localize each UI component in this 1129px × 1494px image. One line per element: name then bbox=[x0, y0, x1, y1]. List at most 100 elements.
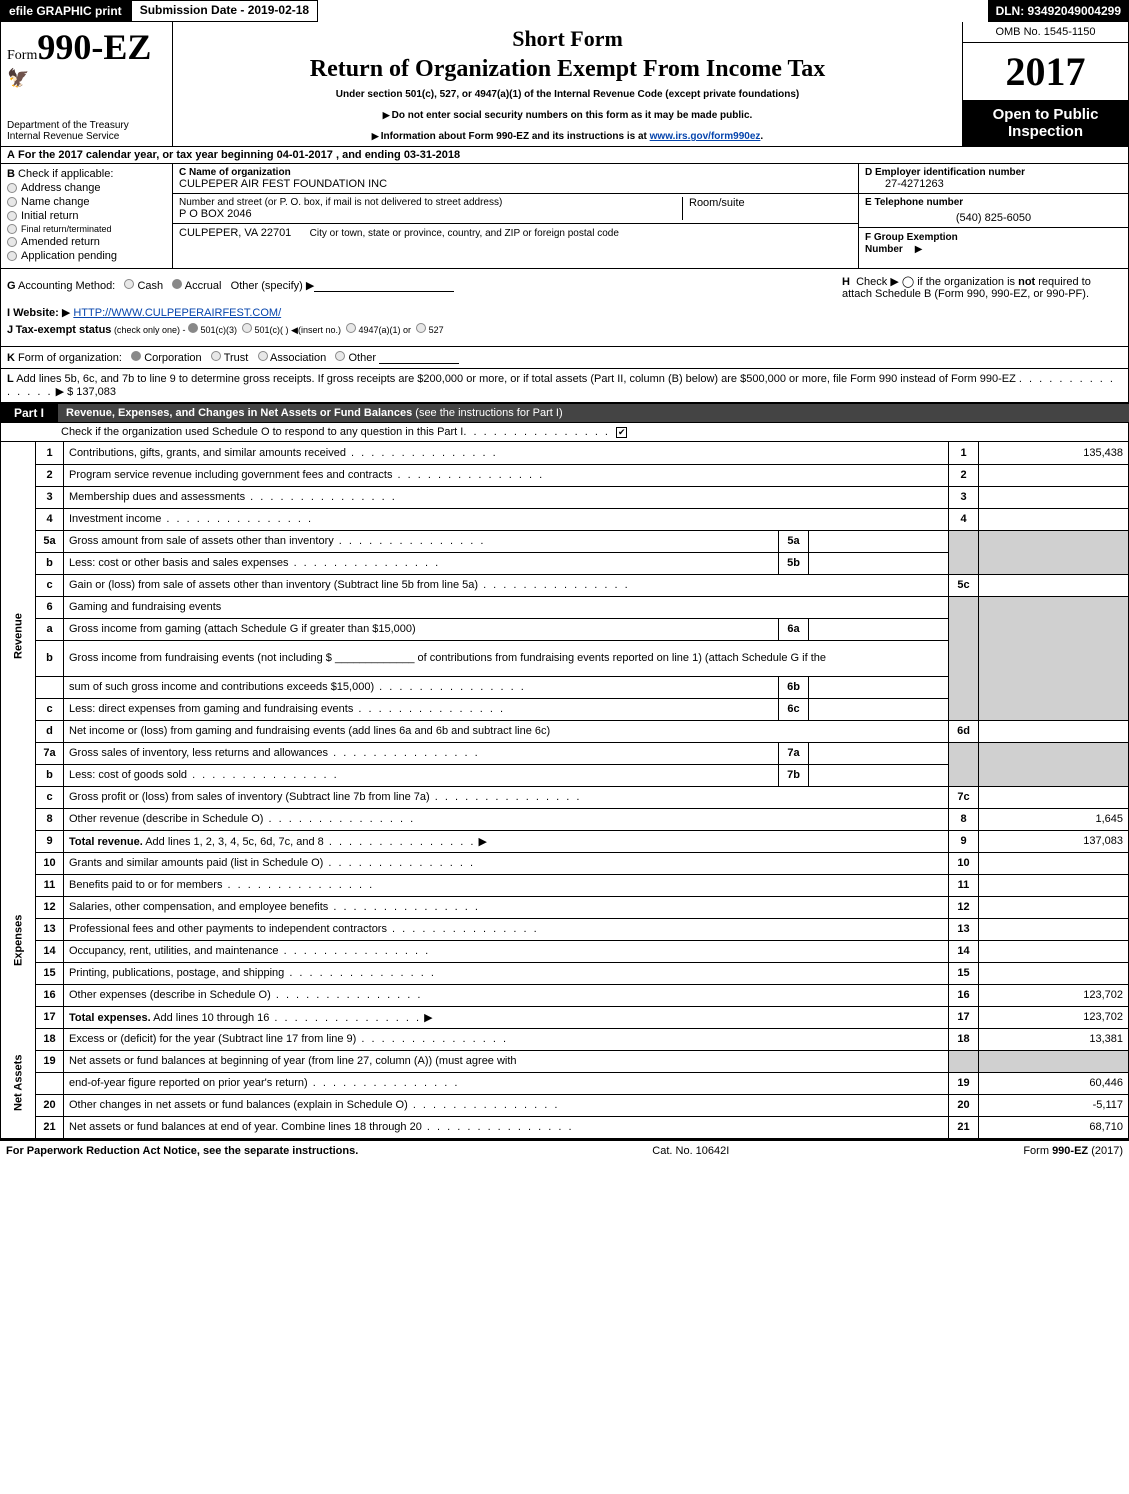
radio-icon[interactable] bbox=[172, 279, 182, 289]
opt-name-change[interactable]: Name change bbox=[7, 196, 166, 208]
other-org-field[interactable] bbox=[379, 352, 459, 364]
website-link[interactable]: HTTP://WWW.CULPEPERAIRFEST.COM/ bbox=[73, 307, 281, 319]
other-specify-field[interactable] bbox=[314, 280, 454, 292]
box-f: F Group Exemption Number bbox=[859, 228, 1128, 268]
radio-icon bbox=[7, 224, 17, 234]
phone-value: (540) 825-6050 bbox=[865, 212, 1122, 224]
line-k: K Form of organization: Corporation Trus… bbox=[0, 347, 1129, 369]
org-city-label: City or town, state or province, country… bbox=[310, 228, 619, 239]
table-row: Expenses 10 Grants and similar amounts p… bbox=[1, 852, 1129, 874]
line-num: 3 bbox=[36, 486, 64, 508]
box-b-label: Check if applicable: bbox=[18, 168, 113, 180]
group-exemption-label2: Number bbox=[865, 244, 903, 255]
opt-initial-return-label: Initial return bbox=[21, 210, 78, 222]
bullet-info: Information about Form 990-EZ and its in… bbox=[181, 131, 954, 142]
opt-other: Other (specify) bbox=[231, 280, 303, 292]
radio-icon[interactable] bbox=[335, 351, 345, 361]
line-desc: Printing, publications, postage, and shi… bbox=[64, 962, 949, 984]
opt-application-pending[interactable]: Application pending bbox=[7, 250, 166, 262]
line-num: 11 bbox=[36, 874, 64, 896]
title-return: Return of Organization Exempt From Incom… bbox=[181, 56, 954, 83]
section-ghij: G Accounting Method: Cash Accrual Other … bbox=[0, 269, 1129, 347]
line-num: 1 bbox=[36, 442, 64, 464]
line-box: 5c bbox=[949, 574, 979, 596]
line-amount: 60,446 bbox=[979, 1072, 1129, 1094]
line-a-text1: For the 2017 calendar year, or tax year … bbox=[18, 149, 277, 161]
opt-address-change[interactable]: Address change bbox=[7, 182, 166, 194]
line-desc: Gross income from gaming (attach Schedul… bbox=[64, 618, 779, 640]
shaded-cell bbox=[949, 742, 979, 786]
room-suite-label: Room/suite bbox=[682, 197, 852, 220]
opt-initial-return[interactable]: Initial return bbox=[7, 210, 166, 222]
form-header: Form990-EZ 🦅 Department of the Treasury … bbox=[0, 22, 1129, 147]
ein-value: 27-4271263 bbox=[865, 178, 1122, 190]
radio-icon[interactable] bbox=[188, 323, 198, 333]
radio-icon bbox=[7, 251, 17, 261]
line-num: 17 bbox=[36, 1006, 64, 1028]
line-num: a bbox=[36, 618, 64, 640]
opt-amended-return-label: Amended return bbox=[21, 236, 100, 248]
mini-box: 7b bbox=[779, 764, 809, 786]
opt-final-return[interactable]: Final return/terminated bbox=[7, 224, 166, 234]
opt-accrual: Accrual bbox=[185, 280, 222, 292]
part-i-label: Part I bbox=[0, 403, 58, 423]
line-box: 15 bbox=[949, 962, 979, 984]
line-box: 4 bbox=[949, 508, 979, 530]
radio-icon[interactable] bbox=[211, 351, 221, 361]
part-i-desc: Revenue, Expenses, and Changes in Net As… bbox=[58, 404, 1129, 422]
opt-name-change-label: Name change bbox=[21, 196, 90, 208]
line-desc: Salaries, other compensation, and employ… bbox=[64, 896, 949, 918]
line-num: b bbox=[36, 764, 64, 786]
netassets-side-label: Net Assets bbox=[1, 1028, 36, 1138]
line-desc: Other changes in net assets or fund bala… bbox=[64, 1094, 949, 1116]
part-i-title: Revenue, Expenses, and Changes in Net As… bbox=[66, 407, 412, 419]
line-num: c bbox=[36, 574, 64, 596]
subtitle: Under section 501(c), 527, or 4947(a)(1)… bbox=[181, 89, 954, 100]
footer-left: For Paperwork Reduction Act Notice, see … bbox=[6, 1145, 358, 1157]
radio-icon[interactable] bbox=[124, 279, 134, 289]
radio-icon bbox=[7, 237, 17, 247]
box-def: D Employer identification number 27-4271… bbox=[858, 164, 1128, 268]
line-l-letter: L bbox=[7, 373, 14, 385]
radio-icon[interactable] bbox=[416, 323, 426, 333]
mini-box: 7a bbox=[779, 742, 809, 764]
radio-icon[interactable] bbox=[346, 323, 356, 333]
table-row: c Gain or (loss) from sale of assets oth… bbox=[1, 574, 1129, 596]
open-public-l1: Open to Public bbox=[967, 106, 1124, 123]
line-desc: Other expenses (describe in Schedule O) bbox=[64, 984, 949, 1006]
line-amount bbox=[979, 962, 1129, 984]
line-num: b bbox=[36, 552, 64, 574]
line-h: H Check ▶ ◯ if the organization is not r… bbox=[842, 275, 1122, 340]
radio-icon bbox=[7, 183, 17, 193]
radio-icon[interactable] bbox=[131, 351, 141, 361]
radio-icon[interactable] bbox=[258, 351, 268, 361]
line-amount: 137,083 bbox=[979, 830, 1129, 852]
radio-icon[interactable] bbox=[242, 323, 252, 333]
table-row: Net Assets 18 Excess or (deficit) for th… bbox=[1, 1028, 1129, 1050]
table-row: 20 Other changes in net assets or fund b… bbox=[1, 1094, 1129, 1116]
line-g-letter: G bbox=[7, 280, 16, 292]
form-number-value: 990-EZ bbox=[37, 27, 151, 67]
line-desc: Gain or (loss) from sale of assets other… bbox=[64, 574, 949, 596]
line-j-letter: J bbox=[7, 324, 13, 336]
line-h-not: not bbox=[1018, 276, 1035, 288]
schedule-o-checkbox[interactable] bbox=[616, 427, 627, 438]
line-desc: Benefits paid to or for members bbox=[64, 874, 949, 896]
line-desc: Professional fees and other payments to … bbox=[64, 918, 949, 940]
opt-amended-return[interactable]: Amended return bbox=[7, 236, 166, 248]
line-desc: Membership dues and assessments bbox=[64, 486, 949, 508]
line-num: 16 bbox=[36, 984, 64, 1006]
line-a: A For the 2017 calendar year, or tax yea… bbox=[0, 147, 1129, 164]
shaded-cell bbox=[949, 1050, 979, 1072]
line-desc: Less: cost or other basis and sales expe… bbox=[64, 552, 779, 574]
form990ez-link[interactable]: www.irs.gov/form990ez bbox=[650, 131, 761, 142]
line-amount bbox=[979, 918, 1129, 940]
table-row: 16 Other expenses (describe in Schedule … bbox=[1, 984, 1129, 1006]
line-box: 7c bbox=[949, 786, 979, 808]
tax-year-begin: 04-01-2017 bbox=[277, 149, 333, 161]
efile-print-button[interactable]: efile GRAPHIC print bbox=[0, 0, 131, 22]
line-box: 20 bbox=[949, 1094, 979, 1116]
line-desc: Net income or (loss) from gaming and fun… bbox=[64, 720, 949, 742]
line-num: 20 bbox=[36, 1094, 64, 1116]
line-box: 12 bbox=[949, 896, 979, 918]
